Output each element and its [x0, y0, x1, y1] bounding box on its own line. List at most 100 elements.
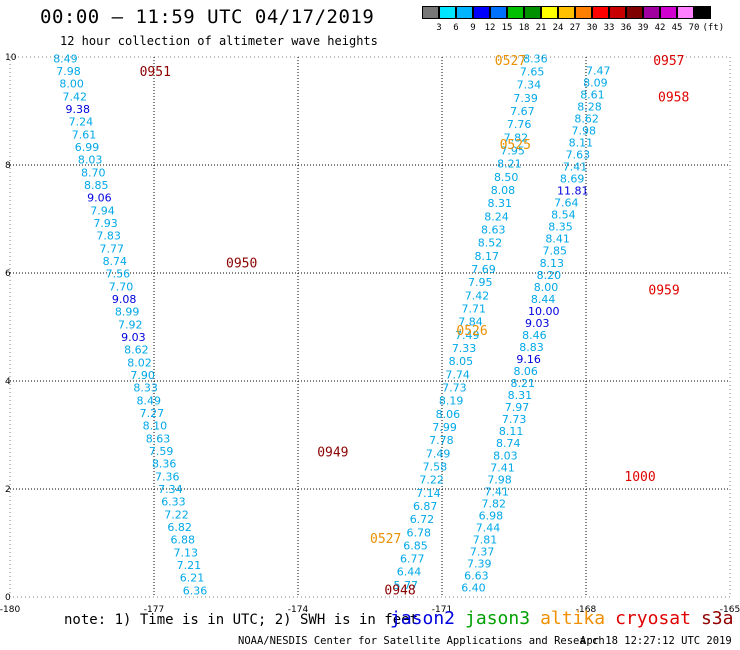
swh-value-west-track: 7.59	[149, 445, 174, 458]
swh-value-east-track: 8.54	[551, 209, 576, 222]
map-subtitle: 12 hour collection of altimeter wave hei…	[60, 34, 378, 48]
swh-value-east-track: 8.46	[522, 329, 547, 342]
swh-value-west-track: 8.49	[137, 394, 162, 407]
color-scale-label: 9	[470, 23, 476, 33]
pass-time-label: 0527	[370, 532, 401, 547]
swh-value-west-track: 8.33	[133, 382, 158, 395]
color-scale-swatch	[626, 6, 643, 19]
legend-entry-altika: altika	[540, 608, 606, 629]
swh-value-east-track: 7.63	[566, 148, 591, 161]
color-scale-swatch	[439, 6, 456, 19]
x-axis-tick-label: -180	[0, 605, 20, 615]
swh-value-west-track: 9.03	[121, 331, 146, 344]
swh-value-west-track: 7.92	[118, 318, 143, 331]
swh-value-east-track: 7.97	[505, 401, 529, 414]
y-axis-tick-label: 4	[5, 377, 11, 387]
swh-value-east-track: 8.74	[496, 437, 521, 450]
swh-value-middle-track: 8.19	[439, 395, 464, 408]
x-axis-tick-label: -174	[288, 605, 309, 615]
swh-value-east-track: 7.47	[586, 64, 611, 77]
swh-value-west-track: 8.10	[143, 420, 168, 433]
swh-value-east-track: 7.85	[542, 245, 567, 258]
x-axis-tick-label: -171	[432, 605, 452, 615]
swh-value-east-track: 8.31	[508, 389, 533, 402]
credit-line: NOAA/NESDIS Center for Satellite Applica…	[238, 635, 605, 647]
swh-value-east-track: 8.20	[537, 269, 562, 282]
swh-value-east-track: 10.00	[528, 305, 560, 318]
swh-value-east-track: 8.03	[493, 449, 518, 462]
color-scale-label: 3	[436, 23, 442, 33]
swh-value-west-track: 7.56	[106, 268, 130, 281]
swh-value-east-track: 8.09	[583, 76, 608, 89]
swh-value-west-track: 6.21	[180, 572, 205, 585]
legend-entry-jason3: jason3	[465, 608, 531, 629]
swh-value-middle-track: 7.69	[471, 263, 496, 276]
swh-value-middle-track: 8.05	[449, 355, 474, 368]
pass-time-label: 0525	[500, 138, 531, 153]
y-axis-tick-label: 10	[5, 53, 17, 63]
swh-value-east-track: 7.81	[473, 533, 498, 546]
satellite-legend: jason2 jason3 altika cryosat s3a	[390, 608, 740, 629]
swh-value-west-track: 7.36	[155, 470, 180, 483]
pass-time-label: 0527	[495, 54, 526, 69]
swh-value-east-track: 6.63	[464, 570, 489, 583]
color-scale-label: 70	[688, 23, 700, 33]
swh-value-east-track: 11.81	[557, 185, 589, 198]
color-scale-swatch	[524, 6, 541, 19]
pass-time-label: 0951	[140, 65, 171, 80]
swh-value-east-track: 8.00	[534, 281, 559, 294]
swh-value-west-track: 7.70	[109, 280, 134, 293]
color-scale-swatch	[609, 6, 626, 19]
color-scale-label: 30	[586, 23, 598, 33]
color-scale-swatch	[507, 6, 524, 19]
swh-value-west-track: 8.02	[127, 356, 152, 369]
swh-value-middle-track: 8.08	[491, 184, 516, 197]
swh-value-east-track: 6.98	[479, 509, 504, 522]
swh-value-west-track: 7.22	[164, 508, 189, 521]
color-scale-swatch	[456, 6, 473, 19]
swh-value-east-track: 9.03	[525, 317, 550, 330]
swh-value-middle-track: 8.36	[523, 52, 548, 65]
swh-value-east-track: 8.35	[548, 221, 573, 234]
swh-value-east-track: 8.83	[519, 341, 544, 354]
swh-value-west-track: 7.83	[96, 230, 121, 243]
swh-value-middle-track: 6.87	[413, 500, 438, 513]
color-scale-label: 36	[620, 23, 632, 33]
swh-value-west-track: 7.13	[174, 546, 199, 559]
swh-value-west-track: 7.98	[56, 65, 81, 78]
legend-entry-jason2: jason2	[390, 608, 456, 629]
color-scale-swatch	[592, 6, 609, 19]
swh-value-middle-track: 8.17	[475, 250, 500, 263]
swh-value-west-track: 8.62	[124, 344, 148, 357]
swh-value-middle-track: 7.99	[432, 421, 457, 434]
swh-value-west-track: 8.99	[115, 306, 139, 319]
y-axis-tick-label: 6	[5, 269, 11, 279]
color-scale-label: 42	[654, 23, 666, 33]
swh-value-middle-track: 7.33	[452, 342, 477, 355]
swh-value-east-track: 8.61	[580, 88, 605, 101]
swh-value-east-track: 7.44	[476, 521, 501, 534]
swh-value-east-track: 6.40	[461, 582, 486, 595]
swh-value-west-track: 8.74	[103, 255, 128, 268]
color-scale-label: 27	[569, 23, 581, 33]
swh-value-west-track: 7.27	[140, 407, 165, 420]
color-scale-label: 18	[518, 23, 530, 33]
swh-value-west-track: 9.38	[66, 103, 91, 116]
swh-value-east-track: 7.64	[554, 197, 579, 210]
swh-value-west-track: 8.00	[59, 78, 84, 91]
swh-value-east-track: 8.11	[499, 425, 524, 438]
pass-time-label: 0949	[317, 446, 348, 461]
color-scale-swatch	[660, 6, 677, 19]
swh-value-middle-track: 7.34	[517, 79, 542, 92]
color-scale-swatch	[558, 6, 575, 19]
swh-value-west-track: 8.49	[53, 52, 77, 65]
pass-time-label: 0958	[658, 90, 689, 105]
color-scale-swatch	[694, 6, 711, 19]
x-axis-tick-label: -165	[720, 605, 740, 615]
swh-value-middle-track: 8.31	[487, 197, 512, 210]
x-axis-tick-label: -177	[144, 605, 164, 615]
color-scale-swatch	[422, 6, 439, 19]
swh-value-west-track: 9.06	[87, 192, 112, 205]
swh-value-middle-track: 7.95	[468, 276, 493, 289]
